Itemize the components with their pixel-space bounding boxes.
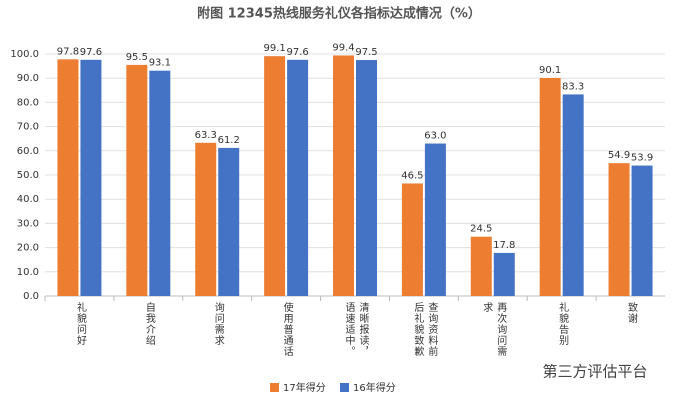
bar <box>195 142 217 296</box>
data-label: 99.4 <box>332 42 354 53</box>
data-label: 95.5 <box>126 52 148 63</box>
y-tick-label: 60.0 <box>17 146 39 157</box>
x-tick-label: 清晰报读，语速适中。 <box>343 302 368 357</box>
bar <box>218 147 240 296</box>
bar <box>57 59 79 296</box>
data-label: 63.0 <box>424 131 446 142</box>
y-tick-label: 20.0 <box>17 243 39 254</box>
legend-label: 16年得分 <box>353 381 396 394</box>
bar <box>493 252 515 296</box>
bar <box>287 59 309 296</box>
bar <box>424 143 446 296</box>
y-tick-label: 30.0 <box>17 218 39 229</box>
x-tick-label: 询问需求 <box>212 302 224 346</box>
data-label: 93.1 <box>149 58 171 69</box>
x-tick-label: 查询资料前后礼貌致歉 <box>411 302 437 357</box>
data-label: 83.3 <box>562 81 584 92</box>
bar <box>264 56 286 296</box>
bar <box>631 165 653 296</box>
bar <box>470 236 492 296</box>
bar <box>333 55 354 297</box>
y-tick-label: 50.0 <box>17 170 39 181</box>
x-tick-label: 再次询问需求 <box>480 302 506 357</box>
bar <box>356 60 377 296</box>
data-label: 61.2 <box>218 135 240 146</box>
data-label: 90.1 <box>539 65 561 76</box>
bar <box>149 70 171 296</box>
data-label: 17.8 <box>493 240 515 251</box>
data-label: 97.6 <box>80 47 102 58</box>
y-tick-label: 0.0 <box>23 291 39 302</box>
data-label: 53.9 <box>631 153 653 164</box>
y-tick-label: 100.0 <box>10 49 39 60</box>
legend-swatch <box>270 383 279 392</box>
data-label: 97.8 <box>57 46 79 57</box>
y-tick-label: 90.0 <box>17 73 39 84</box>
bar <box>126 64 148 296</box>
data-label: 54.9 <box>608 150 630 161</box>
bar <box>539 77 561 296</box>
y-tick-label: 80.0 <box>17 97 39 108</box>
x-tick-label: 自我介绍 <box>143 302 155 346</box>
legend-label: 17年得分 <box>283 381 326 394</box>
y-tick-label: 40.0 <box>17 194 39 205</box>
data-label: 63.3 <box>195 130 217 141</box>
watermark: 第三方评估平台 <box>542 363 647 381</box>
y-tick-label: 10.0 <box>17 267 39 278</box>
data-label: 97.5 <box>355 47 377 58</box>
data-label: 24.5 <box>470 224 492 235</box>
x-tick-label: 礼貌告别 <box>556 302 568 346</box>
chart-title: 附图 12345热线服务礼仪各指标达成情况（%） <box>197 6 481 22</box>
x-tick-label: 礼貌问好 <box>74 302 86 346</box>
bar <box>401 183 423 296</box>
data-label: 46.5 <box>401 170 423 181</box>
bar <box>80 59 102 296</box>
x-tick-label: 使用普通话 <box>281 302 293 357</box>
data-label: 99.1 <box>263 43 285 54</box>
legend-swatch <box>340 383 349 392</box>
data-label: 97.6 <box>286 47 308 58</box>
x-tick-label: 致谢 <box>625 302 637 324</box>
bar <box>562 94 584 296</box>
y-tick-label: 70.0 <box>17 122 39 133</box>
bar <box>608 163 630 296</box>
